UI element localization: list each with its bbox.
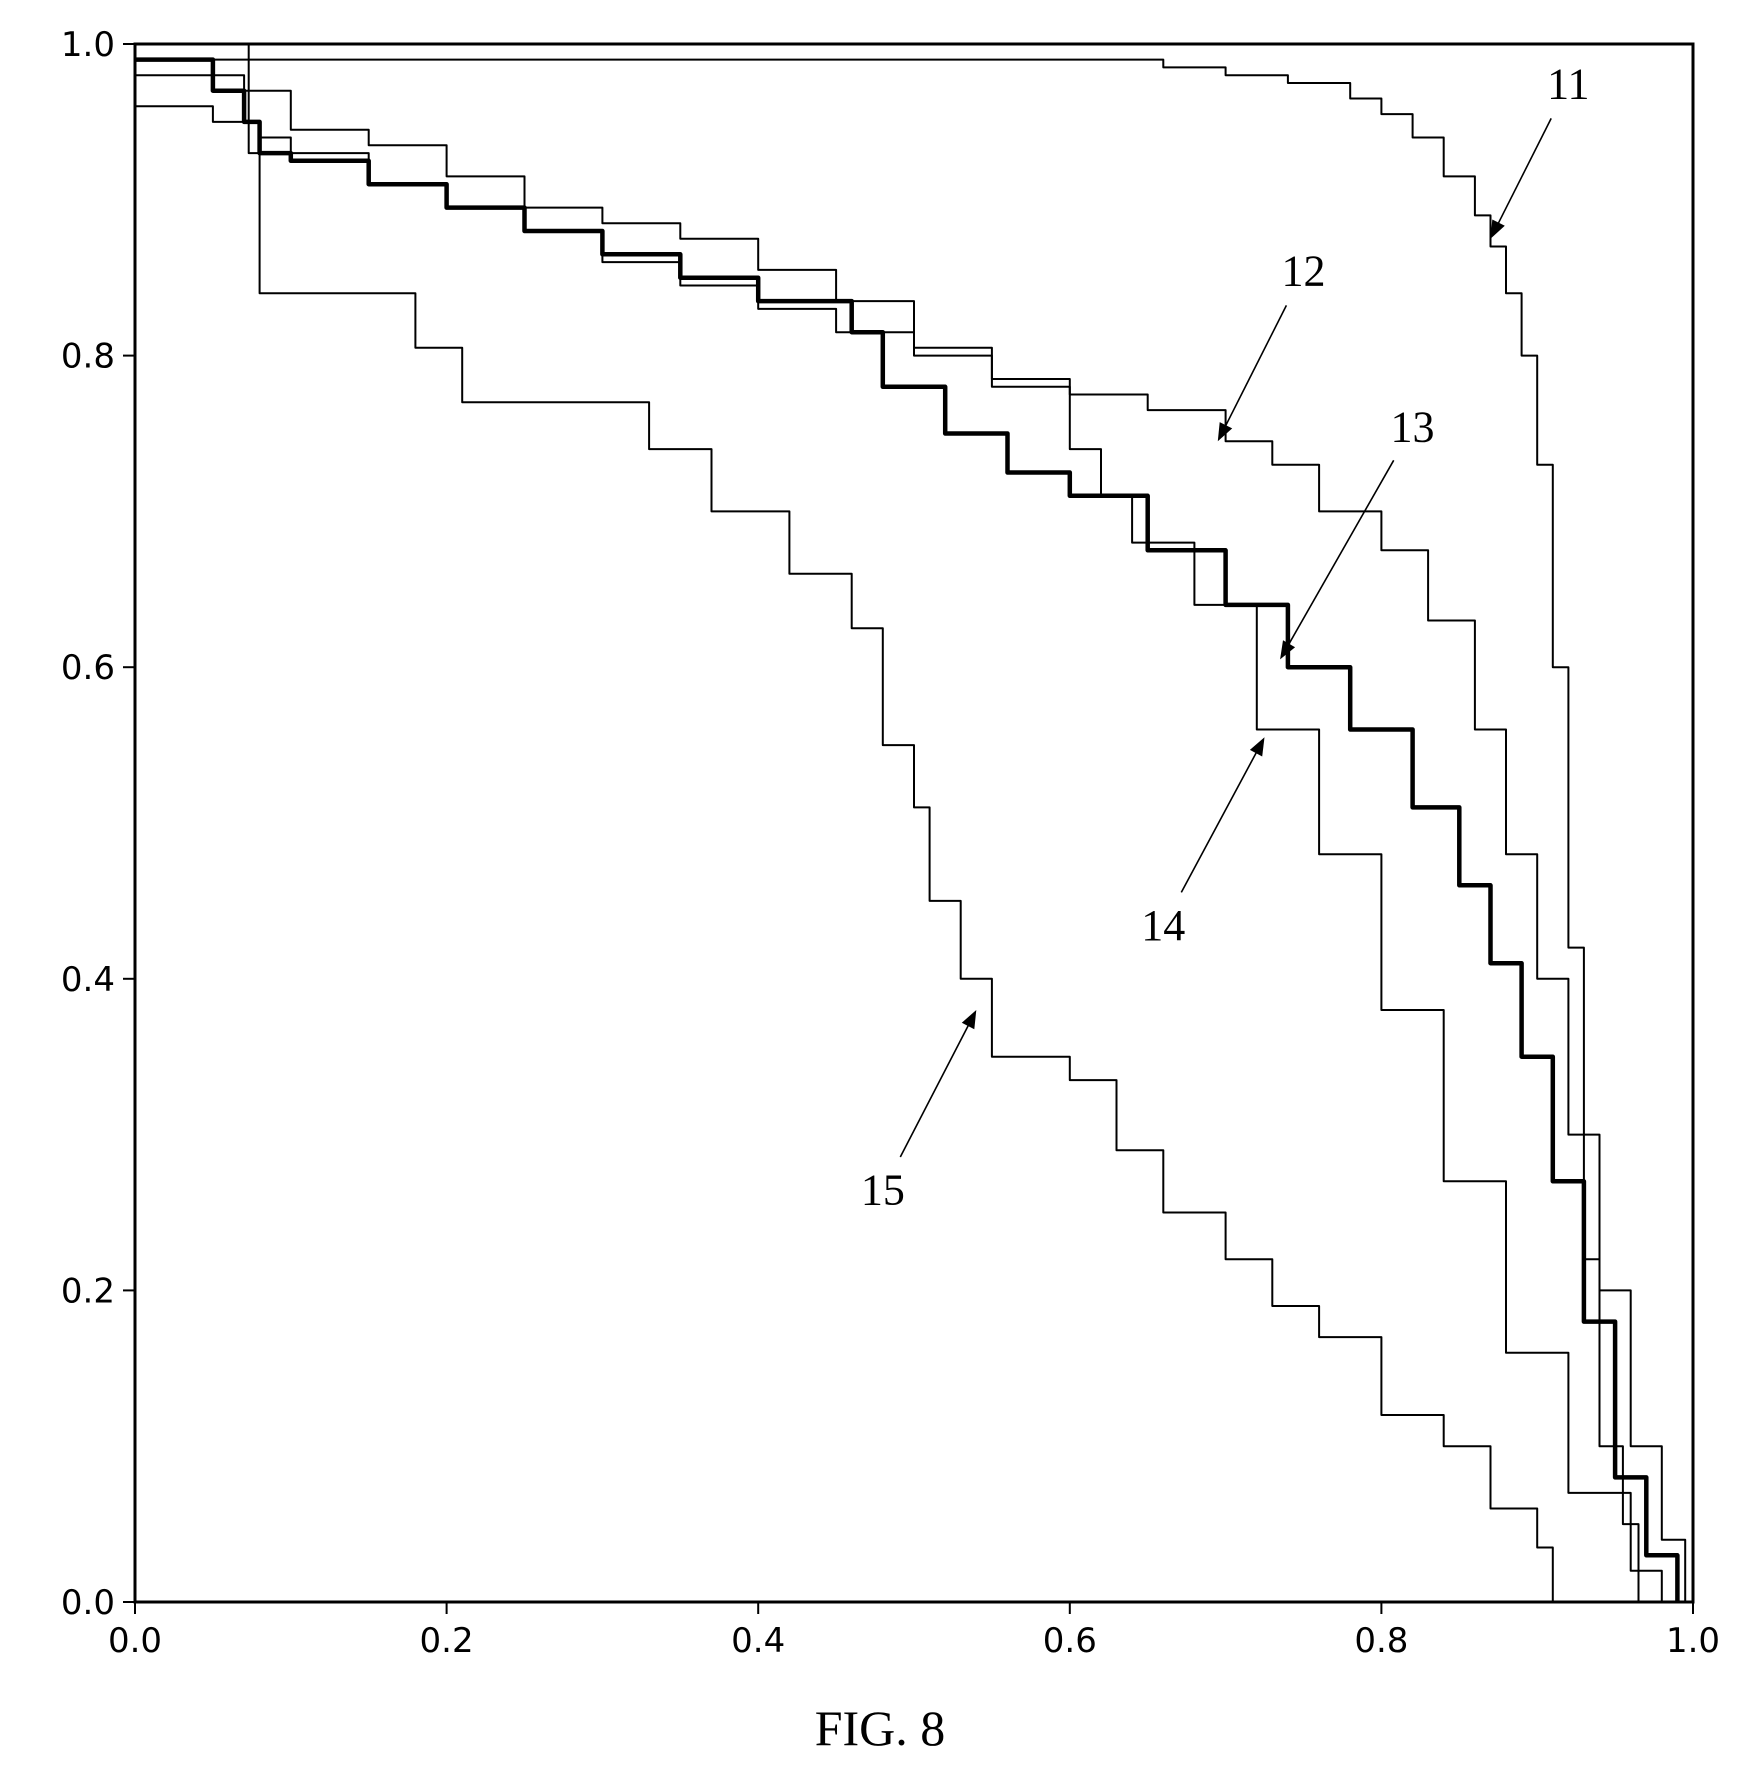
y-tick-label: 0.6: [61, 648, 115, 688]
x-tick-label: 0.4: [731, 1621, 785, 1661]
callout-arrowhead-12: [1217, 422, 1233, 442]
callout-arrowhead-13: [1280, 640, 1296, 660]
series-line-11: [135, 58, 1640, 1602]
series-layer: [135, 43, 1687, 1602]
y-axis: 0.0 0.2 0.4 0.6 0.8 1.0: [61, 25, 135, 1623]
callout-arrowhead-14: [1249, 737, 1265, 757]
series-line-13: [135, 57, 1680, 1602]
x-axis: 0.0 0.2 0.4 0.6 0.8 1.0: [108, 1602, 1720, 1661]
series-label-14: 14: [1141, 901, 1185, 950]
series-label-13: 13: [1391, 402, 1435, 451]
callout-arrowhead-11: [1490, 219, 1505, 239]
callout-arrowhead-15: [961, 1010, 977, 1030]
x-tick-label: 1.0: [1666, 1621, 1720, 1661]
series-line-12: [135, 105, 1687, 1602]
series-label-12: 12: [1282, 246, 1326, 295]
callout-leader-12: [1223, 305, 1288, 430]
y-tick-label: 0.0: [61, 1583, 115, 1623]
callout-leader-15: [899, 1022, 971, 1158]
series-label-11: 11: [1547, 60, 1589, 109]
callout-layer: 11 12 13 14 15: [861, 60, 1590, 1215]
callout-leader-11: [1496, 118, 1552, 227]
x-tick-label: 0.0: [108, 1621, 162, 1661]
y-tick-label: 1.0: [61, 25, 115, 65]
y-tick-label: 0.2: [61, 1271, 115, 1311]
figure-caption: FIG. 8: [815, 1700, 946, 1756]
plot-frame: [133, 42, 1695, 1604]
series-line-14: [135, 74, 1663, 1602]
x-tick-label: 0.2: [420, 1621, 474, 1661]
callout-leader-13: [1286, 459, 1395, 648]
callout-leader-14: [1180, 749, 1259, 893]
series-line-15: [135, 43, 1554, 1602]
x-tick-label: 0.6: [1043, 1621, 1097, 1661]
x-tick-label: 0.8: [1354, 1621, 1408, 1661]
y-tick-label: 0.4: [61, 960, 115, 1000]
series-label-15: 15: [861, 1166, 905, 1215]
y-tick-label: 0.8: [61, 337, 115, 377]
